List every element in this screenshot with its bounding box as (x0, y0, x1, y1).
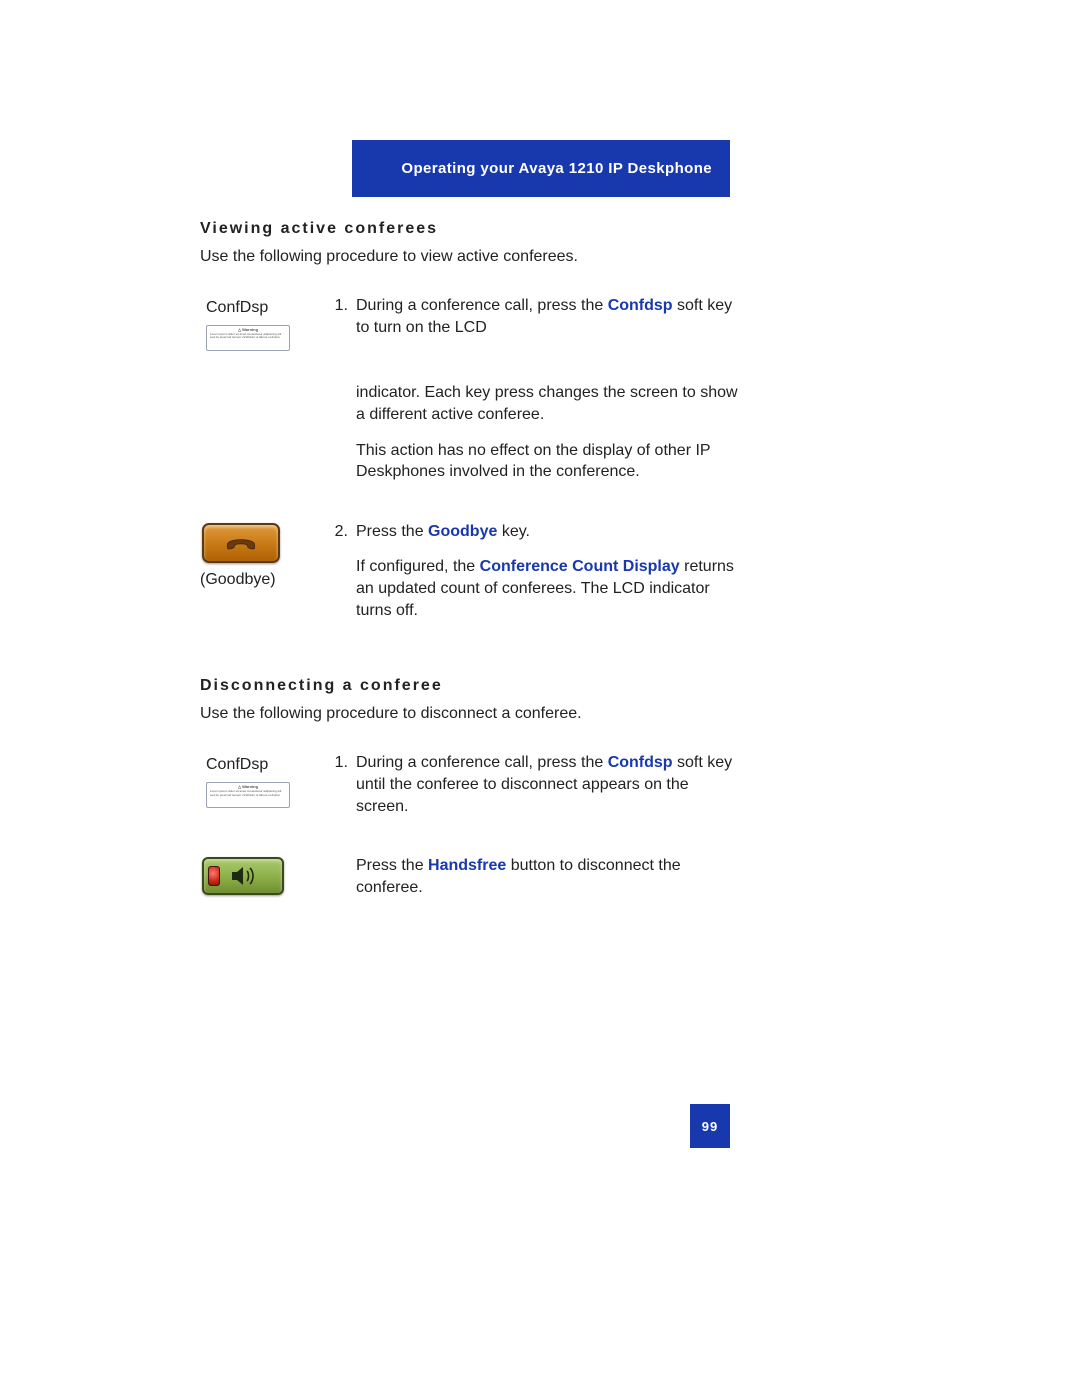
page-number: 99 (702, 1119, 718, 1134)
step-key-column (200, 855, 330, 895)
softkey-icon: △ Warning Lorem ipsum dolor sit amet con… (206, 325, 290, 351)
step-number: 2. (330, 521, 356, 621)
step-body: During a conference call, press the Conf… (356, 752, 740, 817)
section1-title: Viewing active conferees (200, 218, 740, 240)
section1-intro: Use the following procedure to view acti… (200, 246, 740, 268)
section2-step1: ConfDsp △ Warning Lorem ipsum dolor sit … (200, 752, 740, 817)
goodbye-button-icon (202, 523, 280, 563)
step-text-column: 1. During a conference call, press the C… (330, 295, 740, 483)
step-key-column: ConfDsp △ Warning Lorem ipsum dolor sit … (200, 752, 330, 808)
page-content: Viewing active conferees Use the followi… (200, 218, 740, 912)
step-key-column: ConfDsp △ Warning Lorem ipsum dolor sit … (200, 295, 330, 351)
step-text-column: 1. During a conference call, press the C… (330, 752, 740, 817)
keyword-confdsp: Confdsp (608, 297, 673, 314)
section1-step1: ConfDsp △ Warning Lorem ipsum dolor sit … (200, 295, 740, 483)
step-body: During a conference call, press the Conf… (356, 295, 740, 483)
step-body: Press the Handsfree button to disconnect… (356, 855, 740, 898)
text: Press the (356, 523, 428, 540)
header-title: Operating your Avaya 1210 IP Deskphone (401, 160, 712, 177)
text: During a conference call, press the (356, 297, 608, 314)
text: Press the (356, 857, 428, 874)
text: If configured, the (356, 558, 480, 575)
section2-title: Disconnecting a conferee (200, 675, 740, 697)
step-key-column: (Goodbye) (200, 521, 330, 591)
text: This action has no effect on the display… (356, 440, 740, 483)
step-text-column: Press the Handsfree button to disconnect… (330, 855, 740, 898)
step-body: Press the Goodbye key. If configured, th… (356, 521, 740, 621)
keyword-confdsp: Confdsp (608, 754, 673, 771)
text: indicator. Each key press changes the sc… (356, 382, 740, 425)
text: key. (497, 523, 530, 540)
page-number-box: 99 (690, 1104, 730, 1148)
led-indicator-icon (208, 866, 220, 886)
handsfree-button-icon (202, 857, 284, 895)
keyword-goodbye: Goodbye (428, 523, 497, 540)
document-page: Operating your Avaya 1210 IP Deskphone V… (0, 0, 1080, 1397)
text: During a conference call, press the (356, 754, 608, 771)
softkey-label-confdsp: ConfDsp (200, 754, 330, 776)
section1-step2: (Goodbye) 2. Press the Goodbye key. If c… (200, 521, 740, 621)
keyword-conf-count: Conference Count Display (480, 558, 680, 575)
softkey-icon: △ Warning Lorem ipsum dolor sit amet con… (206, 782, 290, 808)
step-text-column: 2. Press the Goodbye key. If configured,… (330, 521, 740, 621)
section2-intro: Use the following procedure to disconnec… (200, 703, 740, 725)
step-number: 1. (330, 752, 356, 817)
section2-step2: Press the Handsfree button to disconnect… (200, 855, 740, 898)
step-number-empty (330, 855, 356, 898)
step-number: 1. (330, 295, 356, 483)
goodbye-label: (Goodbye) (200, 569, 330, 591)
softkey-label-confdsp: ConfDsp (200, 297, 330, 319)
header-band: Operating your Avaya 1210 IP Deskphone (352, 140, 730, 197)
keyword-handsfree: Handsfree (428, 857, 506, 874)
